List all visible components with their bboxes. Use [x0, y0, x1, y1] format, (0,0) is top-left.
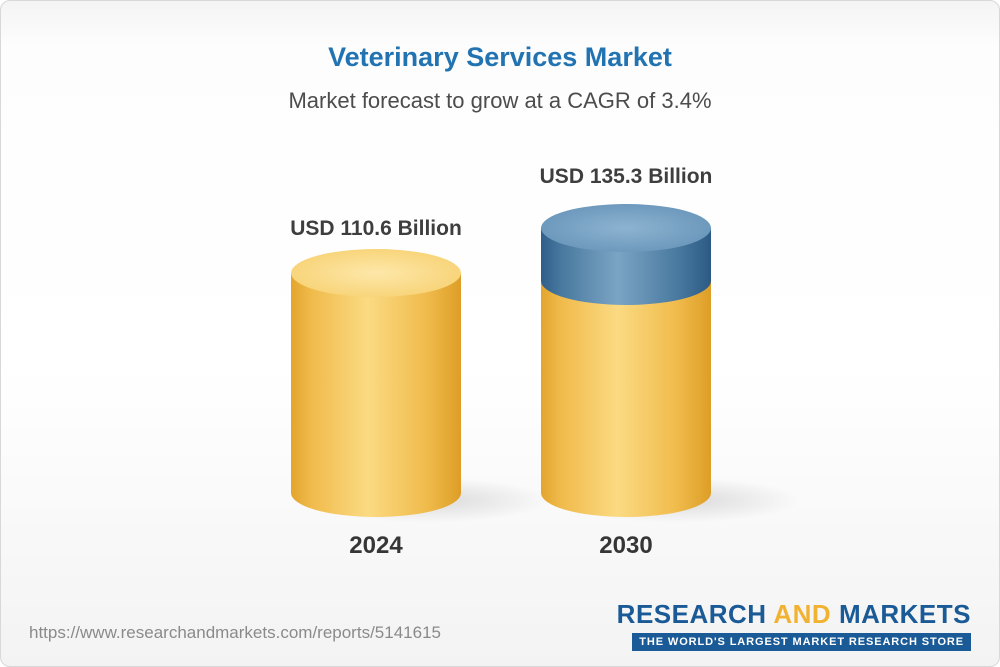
cylinder-bar-2030 — [541, 204, 711, 517]
value-label-2030: USD 135.3 Billion — [539, 165, 713, 188]
page-title: Veterinary Services Market — [328, 42, 672, 72]
logo-word-research: RESEARCH — [616, 599, 767, 629]
research-and-markets-logo: RESEARCH AND MARKETS THE WORLD'S LARGEST… — [617, 599, 971, 651]
category-label-2024: 2024 — [349, 532, 403, 559]
logo-wordmark: RESEARCH AND MARKETS — [617, 599, 971, 630]
category-label-2030: 2030 — [599, 532, 653, 559]
value-label-2024: USD 110.6 Billion — [290, 217, 462, 240]
cylinder-bar-2024 — [291, 249, 461, 517]
logo-tagline: THE WORLD'S LARGEST MARKET RESEARCH STOR… — [632, 633, 971, 651]
logo-word-markets: MARKETS — [838, 599, 971, 629]
logo-word-and: AND — [773, 599, 832, 629]
page-subtitle: Market forecast to grow at a CAGR of 3.4… — [288, 88, 712, 113]
report-url[interactable]: https://www.researchandmarkets.com/repor… — [29, 623, 441, 642]
